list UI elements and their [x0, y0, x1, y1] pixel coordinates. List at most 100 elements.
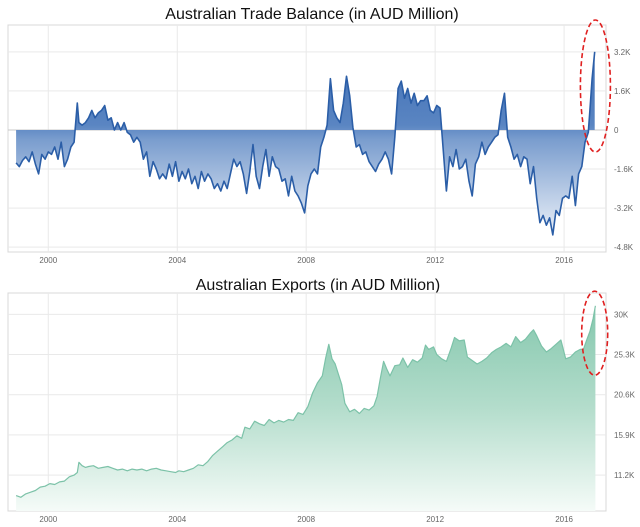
- data-point: [39, 486, 41, 488]
- data-point: [520, 166, 522, 168]
- data-point: [513, 158, 515, 160]
- data-point: [568, 198, 570, 200]
- data-point: [594, 51, 596, 53]
- data-point: [226, 188, 228, 190]
- data-point: [222, 446, 224, 448]
- data-point: [491, 352, 493, 354]
- exports-x-ticks: 2000 2004 2008 2012 2016: [39, 515, 573, 524]
- y-tick-label: 20.6K: [614, 391, 636, 400]
- data-point: [515, 336, 517, 338]
- data-point: [380, 378, 382, 380]
- data-point: [98, 468, 100, 470]
- data-point: [413, 93, 415, 95]
- data-point: [491, 141, 493, 143]
- y-tick-label: 1.6K: [614, 87, 631, 96]
- data-point: [510, 346, 512, 348]
- data-point: [446, 190, 448, 192]
- data-point: [394, 137, 396, 139]
- data-point: [172, 176, 174, 178]
- data-point: [294, 190, 296, 192]
- data-point: [536, 198, 538, 200]
- data-point: [484, 154, 486, 156]
- data-point: [570, 356, 572, 358]
- data-point: [471, 195, 473, 197]
- x-tick-label: 2004: [168, 515, 186, 524]
- data-point: [60, 141, 62, 143]
- data-point: [264, 425, 266, 427]
- data-point: [197, 188, 199, 190]
- data-point: [541, 345, 543, 347]
- data-point: [255, 176, 257, 178]
- data-point: [417, 361, 419, 363]
- data-point: [151, 468, 153, 470]
- data-point: [579, 349, 581, 351]
- series-line: [15, 51, 596, 236]
- data-point: [98, 112, 100, 114]
- data-point: [49, 483, 51, 485]
- y-tick-label: 11.2K: [614, 471, 635, 480]
- data-point: [510, 146, 512, 148]
- data-point: [15, 495, 17, 497]
- data-point: [130, 134, 132, 136]
- y-tick-label: 30K: [614, 310, 629, 319]
- series-area-fill: [16, 305, 596, 511]
- data-point: [297, 412, 299, 414]
- data-point: [399, 364, 401, 366]
- data-point: [526, 158, 528, 160]
- data-point: [93, 465, 95, 467]
- data-point: [112, 468, 114, 470]
- data-point: [504, 93, 506, 95]
- data-point: [101, 110, 103, 112]
- data-point: [322, 375, 324, 377]
- data-point: [273, 422, 275, 424]
- x-tick-label: 2008: [297, 515, 315, 524]
- data-point: [170, 471, 172, 473]
- data-point: [542, 215, 544, 217]
- data-point: [362, 154, 364, 156]
- data-point: [35, 163, 37, 165]
- data-point: [494, 137, 496, 139]
- x-tick-label: 2016: [555, 256, 573, 265]
- data-point: [120, 129, 122, 131]
- data-point: [346, 76, 348, 78]
- data-point: [481, 141, 483, 143]
- data-point: [550, 348, 552, 350]
- data-point: [359, 413, 361, 415]
- data-point: [410, 102, 412, 104]
- data-point: [565, 195, 567, 197]
- data-point: [546, 351, 548, 353]
- trade-balance-y-ticks: 3.2K 1.6K 0 -1.6K -3.2K -4.8K: [614, 48, 634, 252]
- data-point: [560, 339, 562, 341]
- data-point: [383, 361, 385, 363]
- x-tick-label: 2000: [39, 256, 57, 265]
- data-point: [571, 176, 573, 178]
- data-point: [64, 480, 66, 482]
- data-point: [449, 156, 451, 158]
- trade-balance-chart: Australian Trade Balance (in AUD Million…: [7, 6, 634, 265]
- data-point: [223, 180, 225, 182]
- data-point: [365, 151, 367, 153]
- data-point: [127, 470, 129, 472]
- data-point: [304, 212, 306, 214]
- data-point: [139, 141, 141, 143]
- data-point: [497, 134, 499, 136]
- data-point: [207, 461, 209, 463]
- x-tick-label: 2012: [426, 515, 444, 524]
- data-point: [54, 146, 56, 148]
- data-point: [555, 344, 557, 346]
- data-point: [136, 469, 138, 471]
- data-point: [191, 183, 193, 185]
- data-point: [159, 178, 161, 180]
- data-point: [314, 168, 316, 170]
- data-point: [117, 469, 119, 471]
- data-point: [349, 95, 351, 97]
- data-point: [368, 161, 370, 163]
- data-point: [183, 471, 185, 473]
- data-point: [162, 173, 164, 175]
- data-point: [341, 384, 343, 386]
- data-point: [57, 158, 59, 160]
- data-point: [127, 132, 129, 134]
- data-point: [417, 105, 419, 107]
- data-point: [188, 168, 190, 170]
- data-point: [217, 450, 219, 452]
